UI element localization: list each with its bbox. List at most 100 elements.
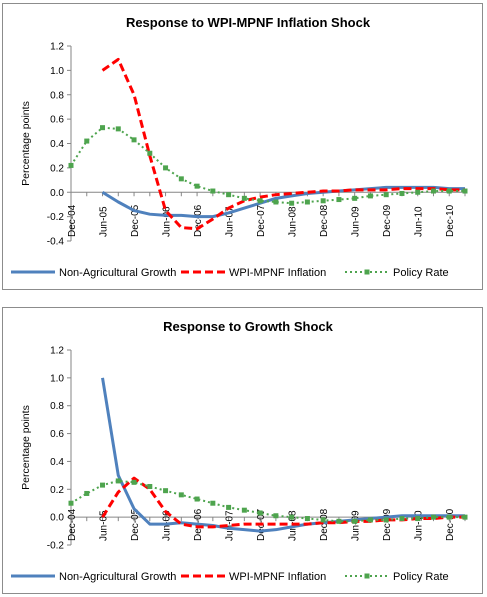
y-tick-label: 0.0 xyxy=(50,188,64,199)
data-point xyxy=(163,165,169,171)
series-line xyxy=(101,377,465,533)
x-tick-label: Dec-06 xyxy=(193,204,204,237)
legend-label: WPI-MPNF Inflation xyxy=(229,267,326,279)
chart-title: Response to WPI-MPNF Inflation Shock xyxy=(126,15,371,30)
y-tick-label: 0.2 xyxy=(50,163,64,174)
data-point xyxy=(320,517,326,523)
chart-panel-inflation-shock: Response to WPI-MPNF Inflation Shock Perc… xyxy=(2,3,483,290)
x-tick-label: Dec-10 xyxy=(445,204,456,237)
data-point xyxy=(336,197,342,203)
data-point xyxy=(147,150,153,156)
data-point xyxy=(304,516,310,522)
data-point xyxy=(68,500,74,506)
data-point xyxy=(241,507,247,513)
data-point xyxy=(462,514,468,520)
x-tick-label: Jun-09 xyxy=(351,206,362,237)
data-point xyxy=(210,188,216,194)
data-point xyxy=(257,510,263,516)
data-point xyxy=(352,195,358,201)
data-point xyxy=(383,192,389,198)
legend-label: Policy Rate xyxy=(393,571,449,583)
legend: Non-Agricultural Growth WPI-MPNF Inflatio… xyxy=(11,571,449,583)
data-point xyxy=(367,517,373,523)
data-point xyxy=(100,482,106,488)
data-point xyxy=(210,500,216,506)
series-policy-rate xyxy=(68,478,468,524)
x-tick-label: Dec-05 xyxy=(130,204,141,237)
legend-label: WPI-MPNF Inflation xyxy=(229,571,326,583)
y-tick-label: -0.2 xyxy=(47,212,65,223)
data-point xyxy=(383,517,389,523)
data-point xyxy=(399,190,405,196)
legend-item: WPI-MPNF Inflation xyxy=(181,571,326,583)
legend-marker xyxy=(364,573,370,579)
legend-item: Policy Rate xyxy=(345,571,449,583)
data-point xyxy=(257,198,263,204)
x-tick-label: Dec-08 xyxy=(319,508,330,541)
x-tick-label: Jun-07 xyxy=(225,510,236,541)
series-line xyxy=(70,126,465,205)
data-point xyxy=(100,125,106,131)
legend: Non-Agricultural Growth WPI-MPNF Inflatio… xyxy=(11,267,449,279)
data-point xyxy=(115,126,121,132)
data-point xyxy=(289,200,295,206)
data-point xyxy=(241,195,247,201)
legend-item: WPI-MPNF Inflation xyxy=(181,267,326,279)
data-point xyxy=(304,199,310,205)
data-point xyxy=(115,478,121,484)
chart-inflation-shock: Response to WPI-MPNF Inflation Shock Perc… xyxy=(11,15,468,279)
data-point xyxy=(226,504,232,510)
x-tick-label: Jun-10 xyxy=(414,510,425,541)
x-tick-label: Dec-10 xyxy=(445,508,456,541)
data-point xyxy=(336,518,342,524)
x-tick-label: Dec-04 xyxy=(67,508,78,541)
y-tick-label: 0.6 xyxy=(50,115,64,126)
data-point xyxy=(68,162,74,168)
y-axis-label: Percentage points xyxy=(20,101,32,186)
series-wpi-mpnf-inflation xyxy=(101,476,465,529)
x-tick-label: Jun-08 xyxy=(288,206,299,237)
x-tick-label: Jun-06 xyxy=(162,206,173,237)
data-point xyxy=(320,198,326,204)
data-point xyxy=(446,514,452,520)
y-tick-label: 0.4 xyxy=(50,139,64,150)
y-axis-label: Percentage points xyxy=(20,405,32,490)
data-point xyxy=(131,479,137,485)
x-tick-label: Dec-09 xyxy=(382,204,393,237)
data-point xyxy=(462,188,468,194)
data-point xyxy=(446,188,452,194)
chart-panel-growth-shock: Response to Growth Shock Percentage point… xyxy=(2,307,483,594)
x-tick-label: Dec-08 xyxy=(319,204,330,237)
x-tick-label: Jun-07 xyxy=(225,206,236,237)
x-tick-label: Dec-09 xyxy=(382,508,393,541)
x-tick-label: Jun-05 xyxy=(99,510,110,541)
data-point xyxy=(430,188,436,194)
data-point xyxy=(194,496,200,502)
y-tick-label: -0.4 xyxy=(47,237,65,248)
y-tick-label: 0.6 xyxy=(50,429,64,440)
legend-item: Non-Agricultural Growth xyxy=(11,267,176,279)
y-tick-label: 0.2 xyxy=(50,485,64,496)
series-wpi-mpnf-inflation xyxy=(101,57,465,231)
data-point xyxy=(273,513,279,519)
x-tick-label: Jun-05 xyxy=(99,206,110,237)
series-policy-rate xyxy=(68,125,468,206)
data-point xyxy=(226,192,232,198)
data-point xyxy=(194,183,200,189)
chart-title: Response to Growth Shock xyxy=(163,319,334,334)
legend-label: Policy Rate xyxy=(393,267,449,279)
data-point xyxy=(84,138,90,144)
x-tick-label: Dec-07 xyxy=(256,204,267,237)
x-tick-label: Dec-04 xyxy=(67,204,78,237)
data-point xyxy=(415,516,421,522)
series-line xyxy=(70,479,465,523)
series-line xyxy=(101,476,465,529)
x-tick-label: Jun-09 xyxy=(351,510,362,541)
data-point xyxy=(430,514,436,520)
y-tick-label: 1.0 xyxy=(50,373,64,384)
chart-growth-shock: Response to Growth Shock Percentage point… xyxy=(11,319,468,583)
x-tick-label: Dec-05 xyxy=(130,508,141,541)
data-point xyxy=(178,176,184,182)
data-point xyxy=(84,490,90,496)
data-point xyxy=(399,516,405,522)
